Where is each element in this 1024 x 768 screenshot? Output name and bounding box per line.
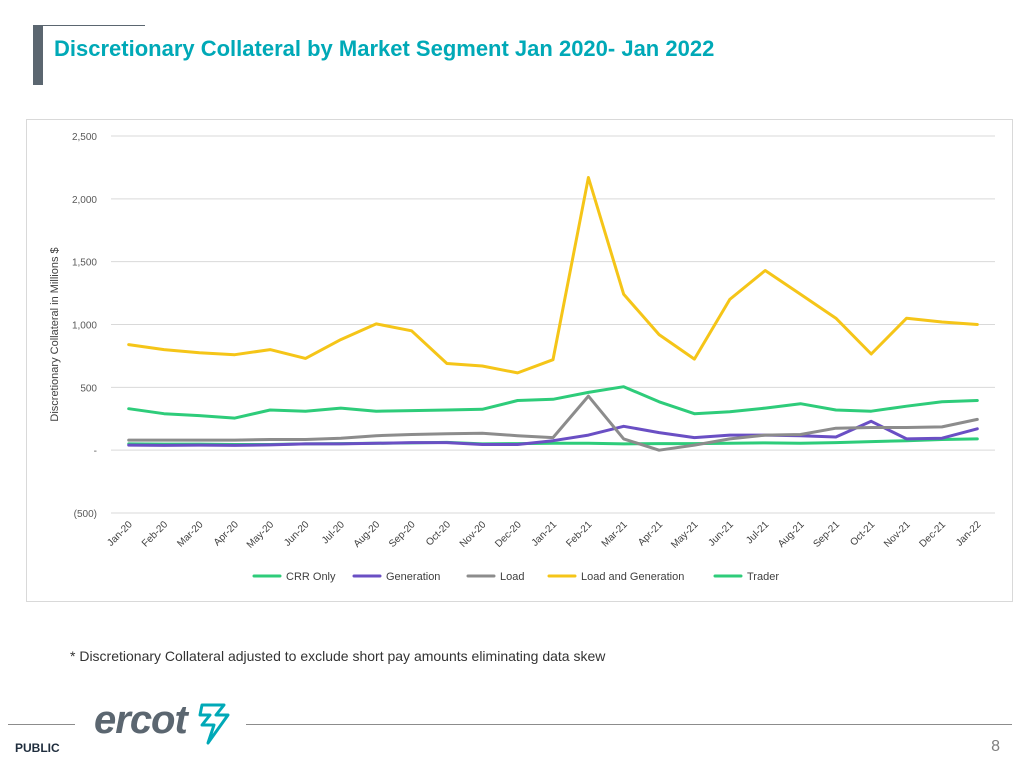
x-tick-label: Jul-21 [744,519,771,546]
x-tick-label: Sep-21 [811,519,842,550]
x-tick-label: Aug-20 [352,519,383,550]
x-tick-label: Dec-21 [917,519,948,550]
legend-label: CRR Only [286,571,336,583]
series-line-load-and-generation [127,176,979,375]
lightning-bolt-icon [198,703,230,745]
legend-label: Load and Generation [581,571,684,583]
x-tick-label: Sep-20 [387,519,418,550]
series-line-load [127,394,979,452]
x-tick-label: Feb-20 [140,519,170,549]
x-tick-label: Jul-20 [320,519,347,546]
classification-label: PUBLIC [15,741,60,755]
x-tick-label: Jan-22 [954,519,984,549]
x-tick-label: Jan-21 [530,519,560,549]
title-rule [43,25,145,26]
logo-wordmark: ercot [94,698,188,742]
x-tick-label: Mar-20 [175,519,205,549]
x-tick-label: Nov-21 [882,519,913,550]
x-tick-label: Oct-20 [424,519,453,548]
y-tick-label: 2,000 [72,195,97,206]
x-tick-label: Jun-20 [282,519,312,549]
y-tick-label: (500) [74,509,97,520]
footer-rule-left [8,724,75,725]
line-chart: (500) - 500 1,000 1,500 2,000 2,500 Discretiona… [49,132,995,583]
page-title: Discretionary Collateral by Market Segme… [54,36,715,61]
x-tick-label: Mar-21 [600,519,630,549]
x-tick-label: Nov-20 [458,519,489,550]
x-tick-label: Feb-21 [564,519,594,549]
chart-frame: (500) - 500 1,000 1,500 2,000 2,500 Discretiona… [26,119,1013,602]
y-tick-label: 2,500 [72,132,97,143]
series-line-trader [127,385,979,420]
x-tick-label: Dec-20 [493,519,524,550]
footer-rule-right [246,724,1012,725]
x-tick-label: May-21 [669,519,701,551]
y-tick-label: 500 [80,383,97,394]
page-number: 8 [991,738,1000,755]
x-tick-label: Apr-20 [212,519,241,548]
legend-label: Generation [386,571,440,583]
y-tick-label: - [94,446,97,457]
ercot-logo: ercot [94,698,230,745]
legend-label: Load [500,571,524,583]
y-tick-label: 1,000 [72,321,97,332]
series-line-generation [127,419,979,447]
x-tick-label: May-20 [245,519,277,551]
x-tick-label: Jan-20 [105,519,135,549]
title-accent-bar [33,25,43,85]
x-tick-label: Aug-21 [776,519,807,550]
legend-label: Trader [747,571,779,583]
x-tick-label: Jun-21 [707,519,737,549]
y-tick-label: 1,500 [72,258,97,269]
x-tick-label: Oct-21 [848,519,877,548]
y-axis-label: Discretionary Collateral in Millions $ [49,247,61,421]
x-tick-label: Apr-21 [636,519,665,548]
footnote: * Discretionary Collateral adjusted to e… [70,648,606,664]
